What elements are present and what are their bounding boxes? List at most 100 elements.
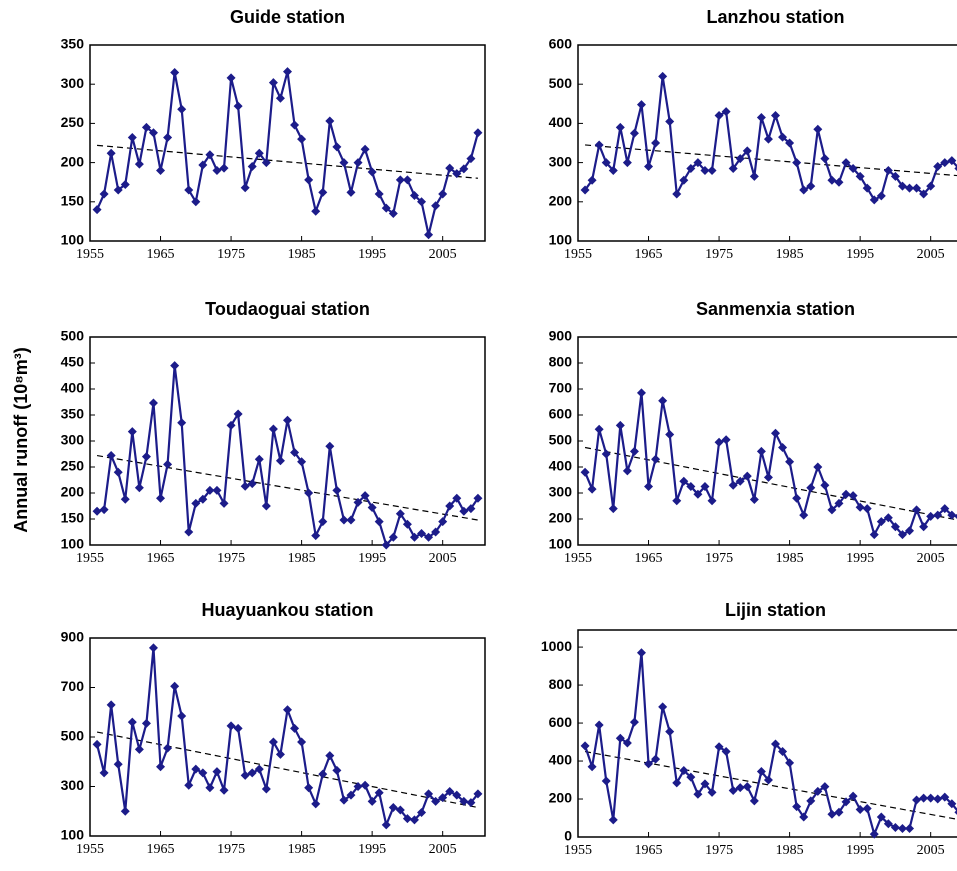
data-point (452, 169, 462, 179)
y-tick-label: 0 (564, 828, 572, 844)
data-point (940, 792, 950, 802)
data-point (919, 189, 929, 199)
data-point (834, 498, 844, 508)
y-tick-label: 300 (61, 777, 85, 793)
y-tick-label: 500 (61, 728, 85, 744)
data-point (134, 483, 144, 493)
data-point (261, 501, 271, 511)
data-point (742, 471, 752, 481)
data-point (940, 504, 950, 514)
data-point (332, 142, 342, 152)
data-point (848, 163, 858, 173)
panel-title: Lanzhou station (707, 7, 845, 27)
data-point (615, 420, 625, 430)
data-point (714, 437, 724, 447)
data-point (254, 764, 264, 774)
data-point (367, 503, 377, 513)
data-point (622, 738, 632, 748)
data-point (714, 111, 724, 121)
data-point (855, 171, 865, 181)
data-point (651, 454, 661, 464)
x-tick-label: 1985 (288, 842, 316, 857)
x-tick-label: 1995 (846, 247, 874, 262)
data-point (883, 165, 893, 175)
data-point (644, 162, 654, 172)
data-point (184, 185, 194, 195)
data-point (141, 452, 151, 462)
data-point (113, 185, 123, 195)
data-point (594, 424, 604, 434)
x-tick-label: 2005 (429, 842, 457, 857)
data-point (424, 532, 434, 542)
data-point (92, 739, 102, 749)
data-point (855, 502, 865, 512)
data-point (926, 793, 936, 803)
data-point (191, 498, 201, 508)
data-point (686, 163, 696, 173)
data-point (367, 796, 377, 806)
data-point (622, 158, 632, 168)
data-point (601, 158, 611, 168)
plot-frame (577, 44, 957, 242)
data-point (318, 769, 328, 779)
y-tick-label: 500 (61, 328, 85, 344)
data-point (318, 517, 328, 527)
plot-frame (89, 44, 486, 242)
data-point (785, 138, 795, 148)
data-point (735, 783, 745, 793)
data-point (431, 796, 441, 806)
panel: Lijin station 0 200 400 600 800 1000 1955 1965 19… (541, 600, 957, 858)
y-tick-label: 100 (61, 827, 85, 843)
data-point (240, 183, 250, 193)
data-point (304, 783, 314, 793)
data-point (219, 498, 229, 508)
data-point (693, 789, 703, 799)
data-point (686, 772, 696, 782)
data-point (360, 780, 370, 790)
data-point (714, 742, 724, 752)
data-point (254, 454, 264, 464)
data-point (92, 205, 102, 215)
data-point (163, 743, 173, 753)
data-point (198, 494, 208, 504)
data-point (622, 466, 632, 476)
data-point (785, 457, 795, 467)
data-point (141, 122, 151, 132)
data-line (584, 652, 957, 838)
data-point (629, 717, 639, 727)
data-point (346, 790, 356, 800)
data-point (339, 515, 349, 525)
panel-title: Lijin station (725, 600, 826, 620)
y-tick-label: 100 (61, 232, 85, 248)
data-point (438, 793, 448, 803)
data-point (148, 398, 158, 408)
data-point (339, 795, 349, 805)
data-point (191, 197, 201, 207)
data-point (353, 782, 363, 791)
data-point (679, 766, 689, 776)
y-tick-label: 350 (61, 406, 85, 422)
x-tick-label: 2005 (917, 843, 945, 858)
data-point (933, 162, 943, 172)
data-point (672, 496, 682, 506)
data-point (402, 814, 412, 824)
data-point (318, 187, 328, 197)
data-point (644, 759, 654, 769)
data-point (92, 506, 102, 516)
data-point (226, 721, 236, 731)
data-point (933, 510, 943, 520)
data-point (205, 485, 215, 495)
x-tick-label: 1995 (358, 842, 386, 857)
data-point (402, 175, 412, 185)
x-tick-label: 1995 (846, 551, 874, 566)
data-point (771, 739, 780, 749)
data-point (813, 786, 823, 796)
data-point (806, 483, 816, 493)
panel-title: Huayuankou station (201, 600, 373, 620)
data-point (806, 181, 816, 191)
data-point (212, 767, 222, 777)
data-point (247, 768, 257, 778)
data-point (905, 526, 915, 536)
data-point (608, 504, 618, 514)
data-point (170, 67, 180, 77)
